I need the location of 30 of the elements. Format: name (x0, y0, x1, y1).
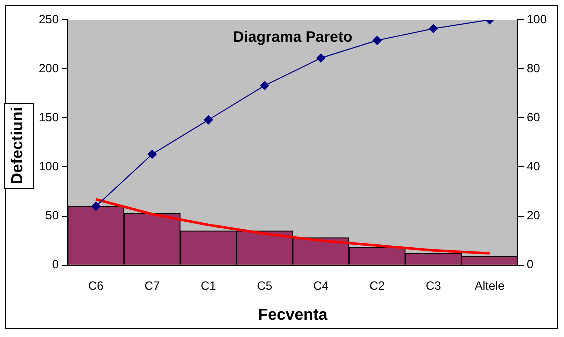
y2-tick-label: 60 (526, 110, 541, 124)
x-axis-title: Fecventa (258, 306, 328, 324)
y-axis-title: Defectiuni (10, 107, 28, 185)
point (148, 150, 157, 159)
x-tick-label: C6 (88, 278, 104, 293)
x-tick-label: C5 (257, 278, 273, 293)
x-tick-label: C7 (144, 278, 160, 293)
point (429, 24, 438, 34)
point (372, 36, 382, 46)
y-tick-label: 250 (38, 12, 60, 26)
y2-tick-label: 40 (526, 160, 541, 174)
y-tick-label: 50 (46, 208, 60, 223)
x-tick-label: C4 (313, 278, 330, 293)
y-tick-label: 100 (38, 160, 60, 174)
point (204, 116, 214, 125)
y2-tick-label: 100 (526, 12, 548, 26)
x-tick-label: C1 (200, 278, 217, 293)
text: Diagrama Pareto (233, 29, 353, 46)
y-tick-label: 150 (38, 110, 60, 124)
y-tick-label: 200 (38, 61, 60, 76)
y2-tick-label: 80 (526, 61, 541, 76)
point (92, 202, 101, 212)
x-tick-label: Altele (474, 278, 506, 293)
y-tick-label: 0 (52, 258, 60, 272)
point (316, 54, 326, 63)
x-tick-label: C2 (370, 278, 386, 293)
y2-tick-label: 20 (526, 208, 541, 223)
x-tick-label: C3 (426, 278, 442, 293)
point (260, 81, 270, 90)
y2-tick-label: 0 (526, 258, 534, 272)
